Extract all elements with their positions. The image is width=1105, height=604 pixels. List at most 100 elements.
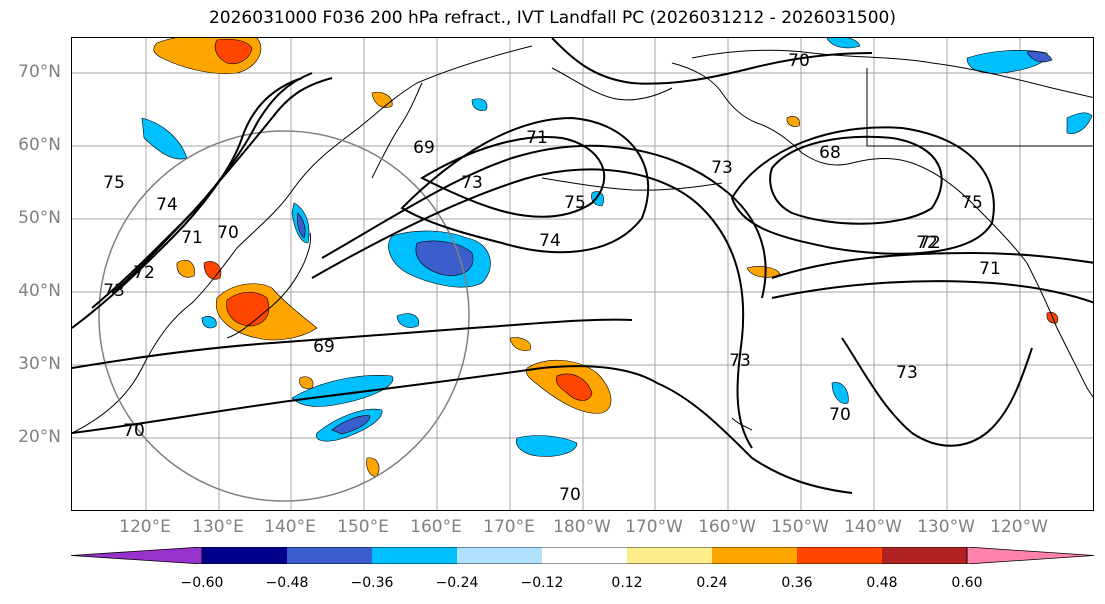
map-title: 2026031000 F036 200 hPa refract., IVT La… [208,8,896,28]
neg-area-misc-6 [471,98,488,111]
colorbar-tick: −0.60 [180,575,224,591]
lon-label-140w: 140°W [844,517,902,537]
lat-label-60n: 60°N [18,135,61,155]
contour-label: 69 [413,138,435,158]
colorbar-tick: 0.36 [781,575,813,591]
contour-label: 72 [919,233,941,253]
colorbar-seg-3 [372,547,457,564]
contour-label: 73 [711,158,733,178]
shading-negative [141,38,1093,457]
pos-core-midpacific [555,373,593,401]
graticule [72,38,1093,510]
contour-label: 71 [526,128,548,148]
contour-label: 74 [156,195,178,215]
colorbar-tick: 0.48 [866,575,898,591]
colorbar-tick: 0.60 [951,575,983,591]
coastlines [72,45,1093,434]
contour-ridge-2 [311,168,753,449]
lat-label-30n: 30°N [18,354,61,374]
contour-label: 70 [559,485,581,505]
contour-east-2 [771,280,1093,304]
contour-69-south [72,318,633,369]
pos-area-misc-3 [509,337,532,351]
lon-label-120e: 120°E [119,517,171,537]
contour-label: 75 [961,193,983,213]
coast-japan [226,232,311,339]
landfall-circle [98,130,470,502]
contour-label: 70 [829,405,851,425]
shading-positive [153,38,1059,477]
lat-label-70n: 70°N [18,62,61,82]
map-canvas: 69 69 70 70 70 70 71 71 72 72 73 73 73 7… [72,38,1093,510]
lon-label-130e: 130°E [192,517,244,537]
colorbar-tick: 0.24 [696,575,728,591]
neg-area-misc-3 [831,382,849,404]
neg-area-arctic-2 [1066,112,1093,134]
contour-label: 72 [916,233,938,253]
coast-alaska [671,62,1093,398]
contour-labels: 69 69 70 70 70 70 71 71 72 72 73 73 73 7… [103,51,1001,505]
neg-area-misc-2 [396,313,420,328]
coast-bering [551,67,673,101]
colorbar-tick: −0.36 [350,575,394,591]
pos-area-misc-2 [786,116,800,127]
neg-area-misc-1 [201,316,217,329]
contour-label: 68 [819,143,841,163]
coast-kamchatka [371,82,423,179]
pos-area-asia-2 [203,261,222,280]
coast-north-america-arctic [691,49,1093,99]
colorbar-extend-min [71,547,203,564]
contour-label: 73 [729,351,751,371]
contour-label: 75 [564,193,586,213]
colorbar-canvas [71,547,1094,564]
border-canada [866,68,1093,147]
neg-area-subtropic-1 [291,375,394,407]
neg-area-misc-5 [591,191,604,207]
coast-aleutians [541,177,723,191]
contour-label: 70 [788,51,810,71]
colorbar-tick: 0.12 [611,575,643,591]
lat-label-20n: 20°N [18,427,61,447]
neg-area-westpacific [141,117,188,160]
colorbar-seg-7 [712,547,797,564]
colorbar-seg-2 [287,547,372,564]
colorbar-tick: −0.24 [435,575,479,591]
pos-area-sea-okhotsk [371,91,393,108]
lon-label-150e: 150°E [337,517,389,537]
contour-label: 71 [979,259,1001,279]
lon-label-140e: 140°E [264,517,316,537]
contour-label: 72 [133,263,155,283]
contour-jet-core [419,136,606,218]
colorbar-seg-6 [627,547,712,564]
map-panel: 69 69 70 70 70 70 71 71 72 72 73 73 73 7… [71,37,1094,511]
lon-label-170w: 170°W [625,517,683,537]
contour-label: 73 [103,281,125,301]
contour-east-1 [771,251,1093,279]
contour-outer-3 [111,77,333,294]
contour-label: 74 [539,231,561,251]
lon-label-170e: 170°E [483,517,535,537]
colorbar-frame [201,547,968,564]
colorbar-seg-1 [202,547,287,564]
colorbar-seg-8 [797,547,882,564]
contour-label: 69 [313,337,335,357]
colorbar-seg-5 [542,547,627,564]
lon-label-160w: 160°W [698,517,756,537]
colorbar-tick: −0.48 [265,575,309,591]
contour-label: 70 [123,421,145,441]
neg-area-hawaii [516,435,578,457]
contour-label: 73 [461,173,483,193]
lon-label-180w: 180°W [553,517,611,537]
pos-area-asia-1 [176,259,195,278]
contour-gulf-outer [730,126,995,255]
lat-label-40n: 40°N [18,281,61,301]
colorbar-tick: −0.12 [520,575,564,591]
neg-core-kuril [415,240,474,276]
lon-label-130w: 130°W [917,517,975,537]
lon-label-120w: 120°W [990,517,1048,537]
contour-label: 71 [181,228,203,248]
neg-core-kamchatka [297,212,306,239]
contour-east-trough [841,337,1033,447]
colorbar [71,547,1094,564]
lon-label-150w: 150°W [771,517,829,537]
